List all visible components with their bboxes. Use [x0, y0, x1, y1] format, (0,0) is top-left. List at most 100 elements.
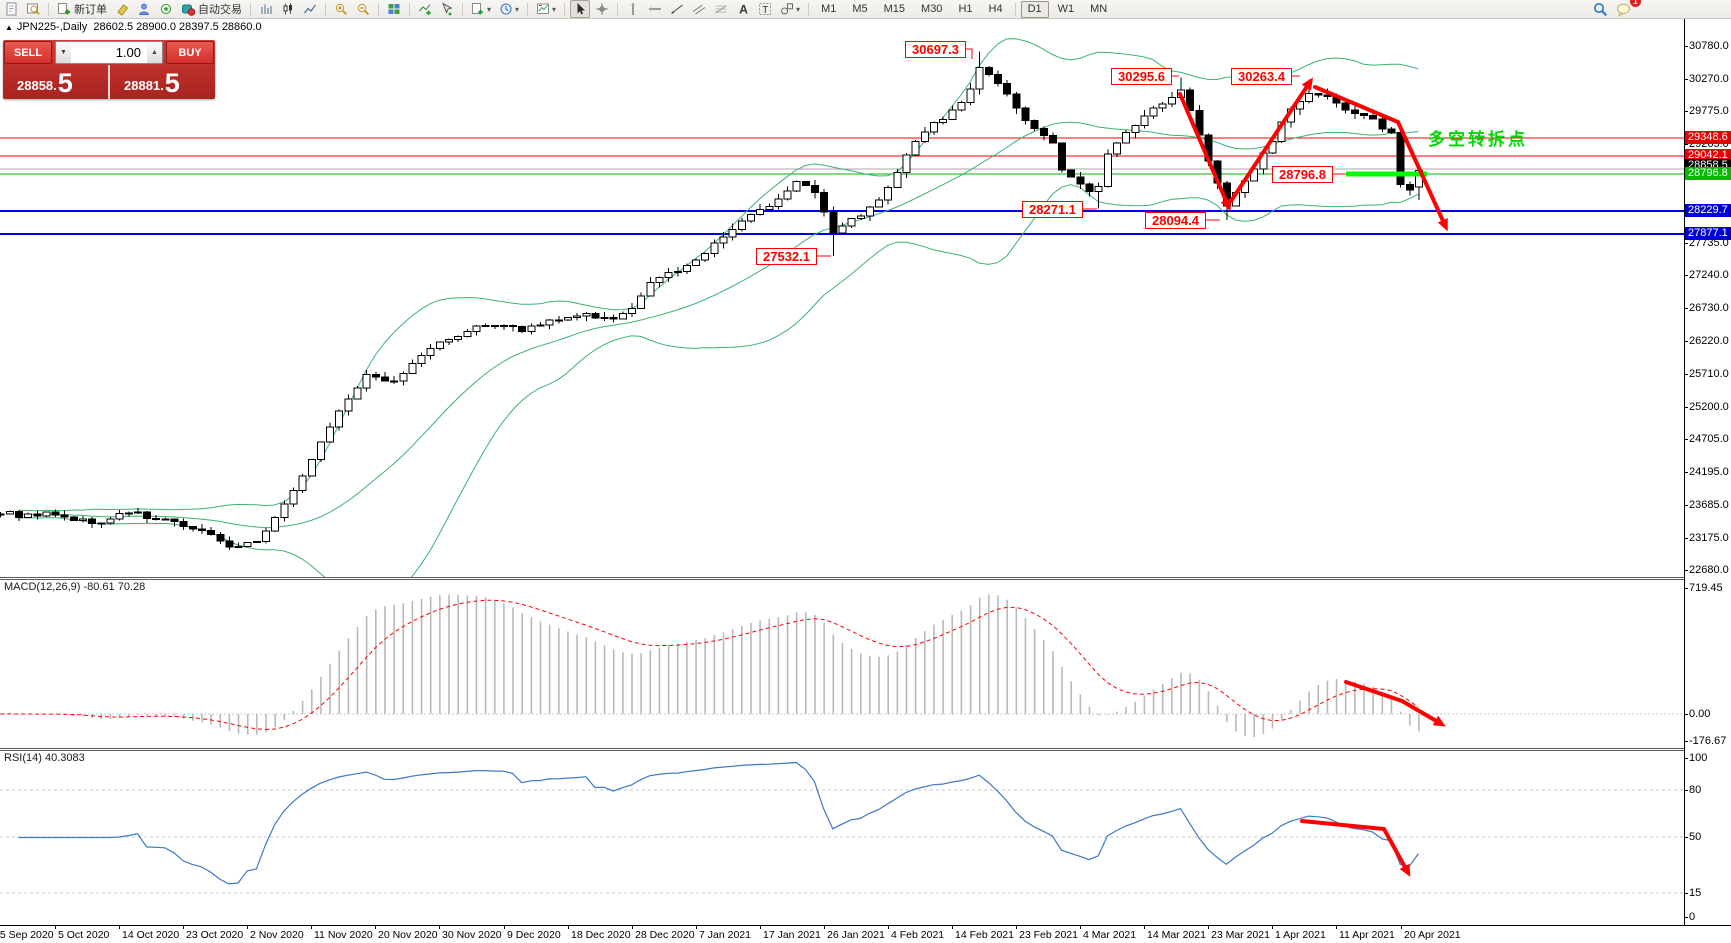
trend-arrow[interactable]	[1178, 92, 1229, 205]
volume-decrease-button[interactable]: ▼	[56, 42, 71, 63]
volume-input[interactable]	[71, 42, 147, 63]
toolbar-separator	[48, 2, 49, 16]
date-tick-mark	[1080, 926, 1081, 929]
notifications-button[interactable]: 1	[1613, 0, 1641, 18]
axis-tick-label: 23175.0	[1689, 532, 1729, 544]
text-button[interactable]: A	[733, 0, 753, 18]
horizontal-line-icon	[648, 2, 662, 16]
axis-tick-label: 25200.0	[1689, 401, 1729, 413]
date-axis[interactable]: 25 Sep 2020 5 Oct 2020 14 Oct 2020 23 Oct 2…	[0, 925, 1731, 943]
text-label-button[interactable]: T	[755, 0, 775, 18]
timeframe-m30[interactable]: M30	[921, 2, 943, 15]
annotation-connector	[964, 48, 973, 59]
trend-arrow[interactable]	[1313, 85, 1446, 225]
zoom-out-button[interactable]	[353, 0, 373, 18]
fibonacci-icon	[714, 2, 728, 16]
svg-text:T: T	[762, 5, 768, 16]
horizontal-line-button[interactable]	[645, 0, 665, 18]
timeframe-group: M1 M5 M15 M30 H1 H4 D1 W1 MN	[813, 0, 1115, 18]
date-tick-mark	[696, 926, 697, 929]
main-chart-canvas[interactable]	[0, 17, 1684, 577]
new-chart-button[interactable]	[1, 0, 21, 18]
eraser-button[interactable]	[112, 0, 132, 18]
axis-tick-label: 719.45	[1689, 582, 1723, 594]
date-label: 1 Apr 2021	[1275, 929, 1326, 941]
price-annotation[interactable]: 30295.6	[1111, 68, 1172, 85]
axis-tick-mark	[1685, 439, 1688, 440]
new-order-menu-button[interactable]: ▾	[468, 0, 494, 18]
bar-chart-button[interactable]	[256, 0, 276, 18]
turning-point-text[interactable]: 多空转拆点	[1428, 130, 1528, 149]
timeframe-d1[interactable]: D1	[1020, 0, 1049, 18]
indicators-button[interactable]	[415, 0, 435, 18]
price-annotation[interactable]: 28094.4	[1145, 212, 1206, 229]
timeframe-h1[interactable]: H1	[958, 2, 973, 15]
arrowhead	[1399, 863, 1411, 877]
crosshair-button[interactable]	[592, 0, 612, 18]
autotrade-button[interactable]: 自动交易	[178, 0, 245, 18]
date-label: 30 Nov 2020	[442, 929, 502, 941]
axis-tick-label: 30780.0	[1689, 40, 1729, 52]
axis-tick-label: 15	[1689, 887, 1702, 899]
timeframe-w1[interactable]: W1	[1057, 2, 1075, 15]
price-annotation[interactable]: 27532.1	[756, 248, 817, 265]
axis-tick-label: 25710.0	[1689, 368, 1729, 380]
timeframe-mn[interactable]: MN	[1090, 2, 1108, 15]
trend-arrow[interactable]	[1300, 819, 1408, 871]
price-annotation[interactable]: 30263.4	[1231, 68, 1292, 85]
data-window-button[interactable]	[23, 0, 43, 18]
sell-button[interactable]: SELL	[4, 41, 52, 64]
panel-separator[interactable]	[0, 577, 1684, 580]
market-signals-button[interactable]	[156, 0, 176, 18]
axis-tick-mark	[1685, 111, 1688, 112]
price-annotation[interactable]: 30697.3	[905, 41, 966, 58]
date-tick-mark	[568, 926, 569, 929]
zoom-in-button[interactable]	[331, 0, 351, 18]
trendline-button[interactable]	[667, 0, 687, 18]
trend-arrow[interactable]	[1229, 83, 1310, 203]
fibonacci-button[interactable]	[711, 0, 731, 18]
volume-increase-button[interactable]: ▲	[147, 42, 162, 63]
search-button[interactable]	[1590, 0, 1611, 18]
cursor-mode-button[interactable]	[437, 0, 457, 18]
timeframe-m15[interactable]: M15	[883, 2, 906, 15]
buy-button[interactable]: BUY	[166, 41, 214, 64]
new-order-button[interactable]: 新订单	[54, 0, 110, 18]
toolbar-separator	[250, 2, 251, 16]
macd-panel-canvas[interactable]	[0, 580, 1684, 747]
toolbar-right-icons: 1	[1589, 0, 1641, 18]
rsi-panel-canvas[interactable]	[0, 751, 1684, 925]
axis-tick-mark	[1685, 275, 1688, 276]
timeframe-m5[interactable]: M5	[852, 2, 868, 15]
price-axis[interactable]: 30780.030270.029775.029265.028755.028245…	[1684, 17, 1731, 925]
templates-button[interactable]: ▾	[533, 0, 559, 18]
date-label: 23 Feb 2021	[1019, 929, 1078, 941]
date-label: 9 Dec 2020	[507, 929, 561, 941]
ask-price[interactable]: 28881. 5	[108, 65, 215, 99]
candle-chart-button[interactable]	[278, 0, 298, 18]
equidistant-channel-button[interactable]	[689, 0, 709, 18]
panel-separator[interactable]	[0, 748, 1684, 751]
axis-tick-mark	[1685, 341, 1688, 342]
cursor-button[interactable]	[570, 0, 591, 18]
candle-chart-icon	[281, 2, 295, 16]
trend-arrow[interactable]	[1344, 680, 1440, 724]
date-label: 5 Oct 2020	[58, 929, 110, 941]
toolbar: 新订单 自动交易 ▾ ▾ ▾ A T ▾ M1 M5 M15 M30 H1 H4 D1 W1 MN 1	[0, 0, 1731, 19]
bid-price[interactable]: 28858. 5	[3, 65, 108, 99]
price-annotation[interactable]: 28271.1	[1022, 201, 1083, 218]
period-menu-button[interactable]: ▾	[496, 0, 522, 18]
line-chart-button[interactable]	[300, 0, 320, 18]
axis-tick-mark	[1685, 538, 1688, 539]
profiles-button[interactable]	[134, 0, 154, 18]
timeframe-m1[interactable]: M1	[821, 2, 837, 15]
tile-windows-button[interactable]	[384, 0, 404, 18]
axis-tick-label: 22680.0	[1689, 564, 1729, 576]
collapse-arrow-icon[interactable]: ▲	[5, 23, 13, 32]
date-label: 23 Oct 2020	[186, 929, 244, 941]
price-annotation[interactable]: 28796.8	[1272, 166, 1333, 183]
shapes-button[interactable]: ▾	[777, 0, 803, 18]
timeframe-h4[interactable]: H4	[988, 2, 1003, 15]
vertical-line-button[interactable]	[623, 0, 643, 18]
axis-tick-label: 30270.0	[1689, 73, 1729, 85]
